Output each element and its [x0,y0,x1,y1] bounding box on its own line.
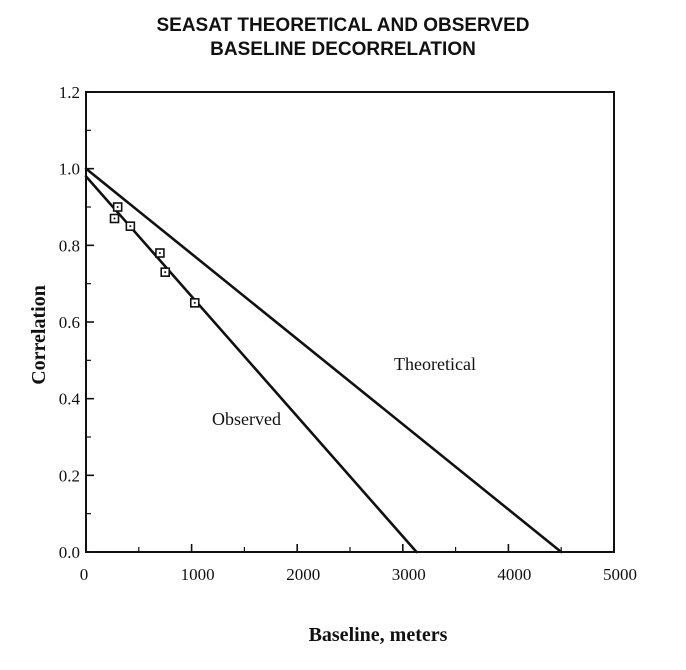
x-tick-label: 5000 [603,565,637,584]
y-tick-label: 0.6 [59,313,80,332]
y-tick-label: 0.4 [59,390,81,409]
x-tick-label: 1000 [181,565,215,584]
y-tick-label: 0.2 [59,466,80,485]
data-point-center-observed [113,217,116,220]
data-point-center-observed [129,225,132,228]
series-label-theoretical: Theoretical [394,354,476,374]
series-label-observed: Observed [212,409,281,429]
series-points [109,202,200,308]
y-axis-ticks: 0.0 0.2 0.4 0.6 0.8 1.0 1.2 [59,83,94,562]
y-tick-label: 1.2 [59,83,80,102]
chart-title-line-1: SEASAT THEORETICAL AND OBSERVED [156,15,530,36]
x-tick-label: 0 [80,565,89,584]
data-point-center-observed [193,301,196,304]
data-point-center-observed [158,252,161,254]
x-axis-ticks: 0 1000 2000 3000 4000 5000 [80,544,637,584]
x-tick-label: 4000 [497,565,531,584]
chart-title-line-2: BASELINE DECORRELATION [210,39,476,60]
x-tick-label: 2000 [286,565,320,584]
y-tick-label: 1.0 [59,160,80,179]
data-point-center-observed [164,271,167,274]
series-lines [84,167,563,554]
y-tick-label: 0.0 [59,543,80,562]
y-tick-label: 0.8 [59,236,80,255]
y-axis-label: Correlation [28,285,50,385]
series-line-observed [84,175,418,554]
plot-frame [85,91,615,553]
chart-title: SEASAT THEORETICAL AND OBSERVED BASELINE… [0,14,686,62]
series-line-theoretical [84,167,563,554]
x-axis-label: Baseline, meters [309,624,448,646]
x-tick-label: 3000 [392,565,426,584]
data-point-center-observed [116,206,119,208]
